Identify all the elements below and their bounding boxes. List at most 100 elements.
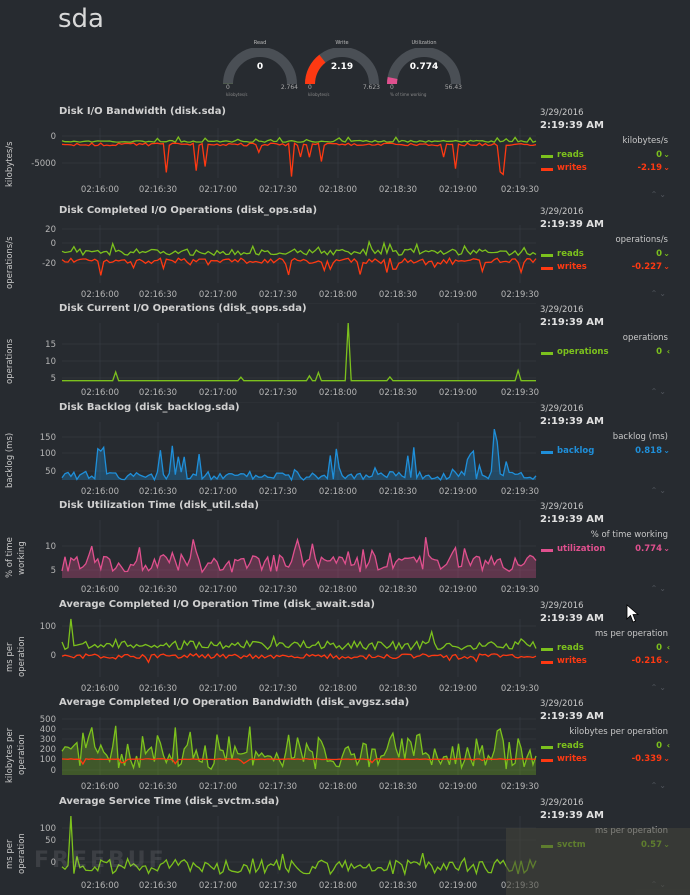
- series-area-utilization: [62, 537, 536, 578]
- legend-series-value: -0.227: [631, 262, 662, 272]
- legend-units: operations/s: [615, 235, 668, 245]
- legend-resize-icon[interactable]: ⌃⌄: [650, 781, 668, 790]
- legend-arrow-icon[interactable]: ‹: [666, 643, 670, 652]
- legend-date: 3/29/2016: [540, 699, 584, 709]
- x-tick-label: 02:17:30: [259, 881, 297, 891]
- chart-2: Disk Completed I/O Operations (disk_ops.…: [0, 205, 690, 303]
- legend-item-backlog[interactable]: backlog 0.818 ⌄: [540, 446, 670, 458]
- chart-title: Disk Backlog (disk_backlog.sda): [59, 402, 240, 413]
- plot-area[interactable]: 02:16:00 02:16:30 02:17:00 02:17:30 02:18:00…: [0, 106, 540, 204]
- y-tick-label: 100: [40, 755, 56, 765]
- legend-item-writes[interactable]: writes -0.339 ⌄: [540, 754, 670, 766]
- x-tick-label: 02:17:00: [199, 881, 237, 891]
- series-line-reads: [61, 618, 537, 651]
- legend-units: ms per operation: [594, 629, 668, 639]
- gauge-value: 0.774: [409, 62, 439, 72]
- y-tick-label: 200: [40, 745, 56, 755]
- x-tick-label: 02:18:30: [379, 290, 417, 300]
- gauges: Read 0 0 2.764 kilobytes/s Write 2.19 0 …: [220, 40, 470, 100]
- legend-resize-icon[interactable]: ⌃⌄: [650, 584, 668, 593]
- y-tick-label: 10: [45, 357, 56, 367]
- plot-area[interactable]: 02:16:00 02:16:30 02:17:00 02:17:30 02:18:00…: [0, 500, 540, 598]
- legend-arrow-icon[interactable]: ⌄: [663, 544, 670, 553]
- legend-item-reads[interactable]: reads 0 ⌄: [540, 249, 670, 261]
- legend-arrow-icon[interactable]: ⌄: [663, 754, 670, 763]
- legend-swatch: [541, 168, 553, 171]
- legend-arrow-icon[interactable]: ‹: [666, 347, 670, 356]
- legend-item-operations[interactable]: operations 0 ‹: [540, 347, 670, 359]
- x-tick-label: 02:19:30: [501, 185, 539, 195]
- legend-item-writes[interactable]: writes -0.216 ⌄: [540, 656, 670, 668]
- chart-1: Disk I/O Bandwidth (disk.sda) kilobytes/s…: [0, 106, 690, 204]
- x-tick-label: 02:18:00: [319, 684, 357, 694]
- legend-swatch: [541, 759, 553, 762]
- legend-item-reads[interactable]: reads 0 ⌄: [540, 150, 670, 162]
- y-tick-label: 500: [40, 715, 56, 725]
- x-tick-label: 02:18:30: [379, 881, 417, 891]
- legend-item-reads[interactable]: reads 0 ‹: [540, 643, 670, 655]
- legend-arrow-icon[interactable]: ⌄: [663, 262, 670, 271]
- legend-arrow-icon[interactable]: ⌄: [663, 163, 670, 172]
- x-tick-label: 02:19:00: [439, 782, 477, 792]
- legend-series-name: writes: [557, 656, 587, 666]
- x-tick-label: 02:19:00: [439, 290, 477, 300]
- x-tick-label: 02:19:00: [439, 684, 477, 694]
- plot-area[interactable]: 02:16:00 02:16:30 02:17:00 02:17:30 02:18:00…: [0, 599, 540, 697]
- legend-time: 2:19:39 AM: [540, 613, 604, 624]
- legend-item-writes[interactable]: writes -2.19 ⌄: [540, 163, 670, 175]
- legend-series-value: -2.19: [637, 163, 663, 173]
- legend-item-utilization[interactable]: utilization 0.774 ⌄: [540, 544, 670, 556]
- legend-arrow-icon[interactable]: ‹: [666, 741, 670, 750]
- legend-series-value: -0.339: [631, 754, 662, 764]
- legend-resize-icon[interactable]: ⌃⌄: [650, 683, 668, 692]
- series-line-writes: [61, 142, 537, 177]
- legend-series-name: writes: [557, 262, 587, 272]
- x-tick-label: 02:17:00: [199, 585, 237, 595]
- x-tick-label: 02:17:30: [259, 290, 297, 300]
- legend-swatch: [541, 549, 553, 552]
- x-tick-label: 02:18:00: [319, 782, 357, 792]
- legend-arrow-icon[interactable]: ⌄: [663, 446, 670, 455]
- legend-swatch: [541, 661, 553, 664]
- legend-units: kilobytes per operation: [569, 727, 668, 737]
- legend-item-writes[interactable]: writes -0.227 ⌄: [540, 262, 670, 274]
- legend-arrow-icon[interactable]: ⌄: [663, 656, 670, 665]
- x-tick-label: 02:17:30: [259, 487, 297, 497]
- legend-series-value: 0.818: [635, 446, 662, 456]
- x-tick-label: 02:18:30: [379, 684, 417, 694]
- gauge-value: 0: [256, 62, 264, 72]
- legend-series-value: 0: [656, 347, 662, 357]
- plot-area[interactable]: 02:16:00 02:16:30 02:17:00 02:17:30 02:18:00…: [0, 303, 540, 401]
- legend-date: 3/29/2016: [540, 502, 584, 512]
- legend-arrow-icon[interactable]: ⌄: [663, 150, 670, 159]
- series-line-svctm: [61, 815, 537, 877]
- chart-7: Average Completed I/O Operation Bandwidt…: [0, 697, 690, 795]
- legend-resize-icon[interactable]: ⌃⌄: [650, 289, 668, 298]
- chart-5: Disk Utilization Time (disk_util.sda) % o…: [0, 500, 690, 598]
- chart-6: Average Completed I/O Operation Time (di…: [0, 599, 690, 697]
- legend-resize-icon[interactable]: ⌃⌄: [650, 190, 668, 199]
- gauge-min: 0: [390, 84, 394, 91]
- legend-swatch: [541, 267, 553, 270]
- x-tick-label: 02:19:30: [501, 388, 539, 398]
- plot-area[interactable]: 02:16:00 02:16:30 02:17:00 02:17:30 02:18:00…: [0, 796, 540, 894]
- legend-series-name: utilization: [557, 544, 606, 554]
- y-tick-label: 5: [51, 566, 56, 576]
- legend-date: 3/29/2016: [540, 404, 584, 414]
- legend-resize-icon[interactable]: ⌃⌄: [650, 387, 668, 396]
- plot-area[interactable]: 02:16:00 02:16:30 02:17:00 02:17:30 02:18:00…: [0, 205, 540, 303]
- legend-arrow-icon[interactable]: ⌄: [663, 249, 670, 258]
- chart-legend: 3/29/2016 2:19:39 AM operations/s reads 0 ⌄ wr…: [540, 205, 690, 303]
- x-tick-label: 02:17:30: [259, 585, 297, 595]
- x-tick-label: 02:18:30: [379, 487, 417, 497]
- legend-resize-icon[interactable]: ⌃⌄: [650, 486, 668, 495]
- legend-item-reads[interactable]: reads 0 ‹: [540, 741, 670, 753]
- y-tick-label: 0: [51, 500, 56, 503]
- legend-time: 2:19:39 AM: [540, 219, 604, 230]
- chart-title: Average Completed I/O Operation Bandwidt…: [59, 697, 410, 708]
- x-tick-label: 02:16:30: [139, 585, 177, 595]
- legend-swatch: [541, 451, 553, 454]
- plot-area[interactable]: 02:16:00 02:16:30 02:17:00 02:17:30 02:18:00…: [0, 402, 540, 500]
- x-tick-label: 02:17:30: [259, 185, 297, 195]
- plot-area[interactable]: 02:16:00 02:16:30 02:17:00 02:17:30 02:18:00…: [0, 697, 540, 795]
